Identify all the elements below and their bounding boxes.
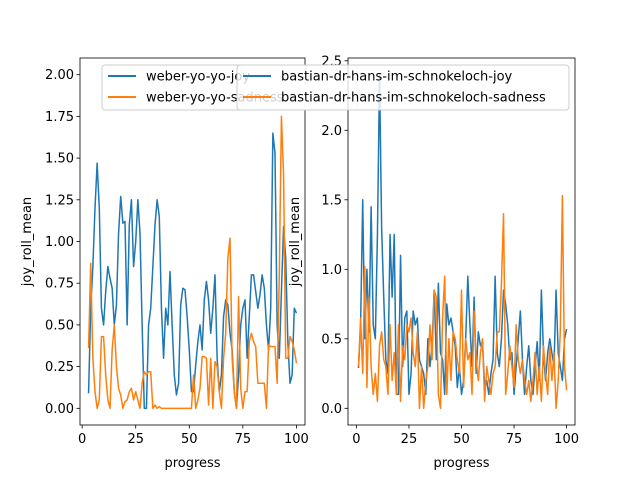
series-line-1 [357,194,568,410]
y-tick-label: 1.75 [45,110,74,125]
x-tick-label: 50 [181,432,198,447]
y-tick-label: 2.00 [45,68,74,83]
right-chart: 0 25 50 75 1000.00.51.01.52.02.5progressjoy_… [236,54,579,471]
x-tick-label: 100 [554,432,579,447]
x-tick-label: 25 [401,432,418,447]
y-tick-label: 1.00 [45,235,74,250]
y-tick-label: 2.0 [321,124,342,139]
y-tick-label: 0.75 [45,277,74,292]
y-tick-label: 1.5 [321,193,342,208]
y-axis-label: joy_roll_mean [20,197,35,287]
y-tick-label: 0.5 [321,332,342,347]
x-axis-label: progress [164,456,220,471]
legend-label: bastian-dr-hans-im-schnokeloch-joy [281,70,513,85]
legend-label: weber-yo-yo-joy [146,70,250,85]
x-tick-label: 0 [78,432,86,447]
y-tick-label: 1.25 [45,193,74,208]
x-tick-label: 75 [235,432,252,447]
x-tick-label: 0 [352,432,360,447]
y-tick-label: 1.50 [45,152,74,167]
x-tick-label: 100 [284,432,309,447]
x-tick-label: 50 [453,432,470,447]
y-tick-label: 0.0 [321,402,342,417]
x-axis-label: progress [433,456,489,471]
y-tick-label: 0.25 [45,360,74,375]
y-axis-label: joy_roll_mean [288,197,303,287]
x-tick-label: 75 [506,432,523,447]
x-tick-label: 25 [127,432,144,447]
series-line-1 [87,115,298,410]
y-tick-label: 1.0 [321,263,342,278]
y-tick-label: 0.00 [45,402,74,417]
y-tick-label: 0.50 [45,318,74,333]
legend-label: bastian-dr-hans-im-schnokeloch-sadness [281,91,546,106]
legend-box [236,64,570,111]
